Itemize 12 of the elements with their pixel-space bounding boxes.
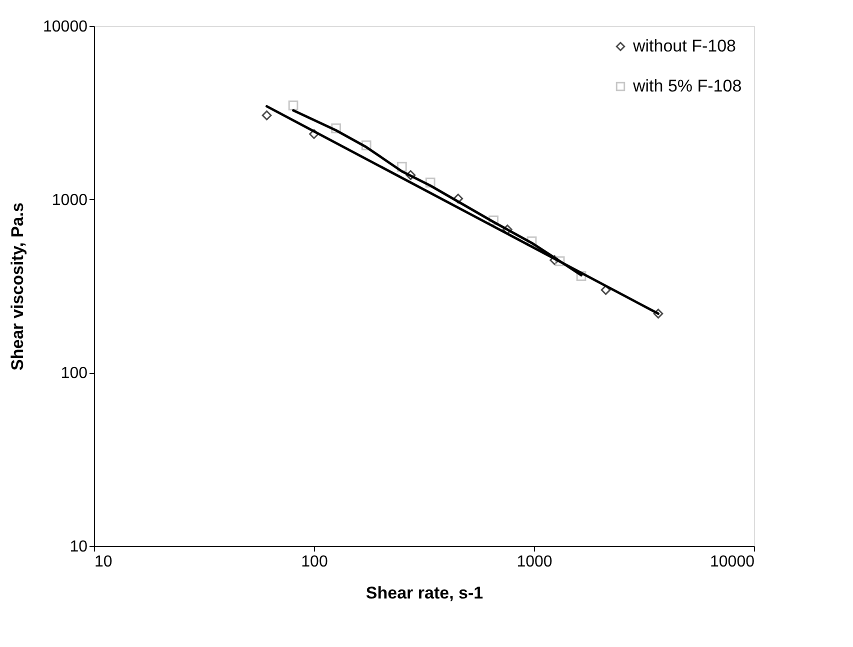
y-tick-label: 1000 [52, 192, 88, 209]
x-tick-label: 1000 [516, 554, 552, 570]
y-tick-label: 100 [60, 365, 88, 382]
legend-label: without F-108 [632, 36, 736, 56]
y-tick-label: 10 [70, 538, 88, 556]
x-axis-title: Shear rate, s-1 [366, 584, 484, 602]
x-tick-label: 10000 [710, 554, 755, 570]
x-tick-label: 10 [94, 554, 112, 570]
legend-label: with 5% F-108 [632, 76, 742, 96]
x-tick-label: 100 [301, 554, 328, 570]
y-tick-label: 10000 [43, 18, 88, 36]
y-axis-title: Shear viscosity, Pa.s [8, 202, 28, 370]
